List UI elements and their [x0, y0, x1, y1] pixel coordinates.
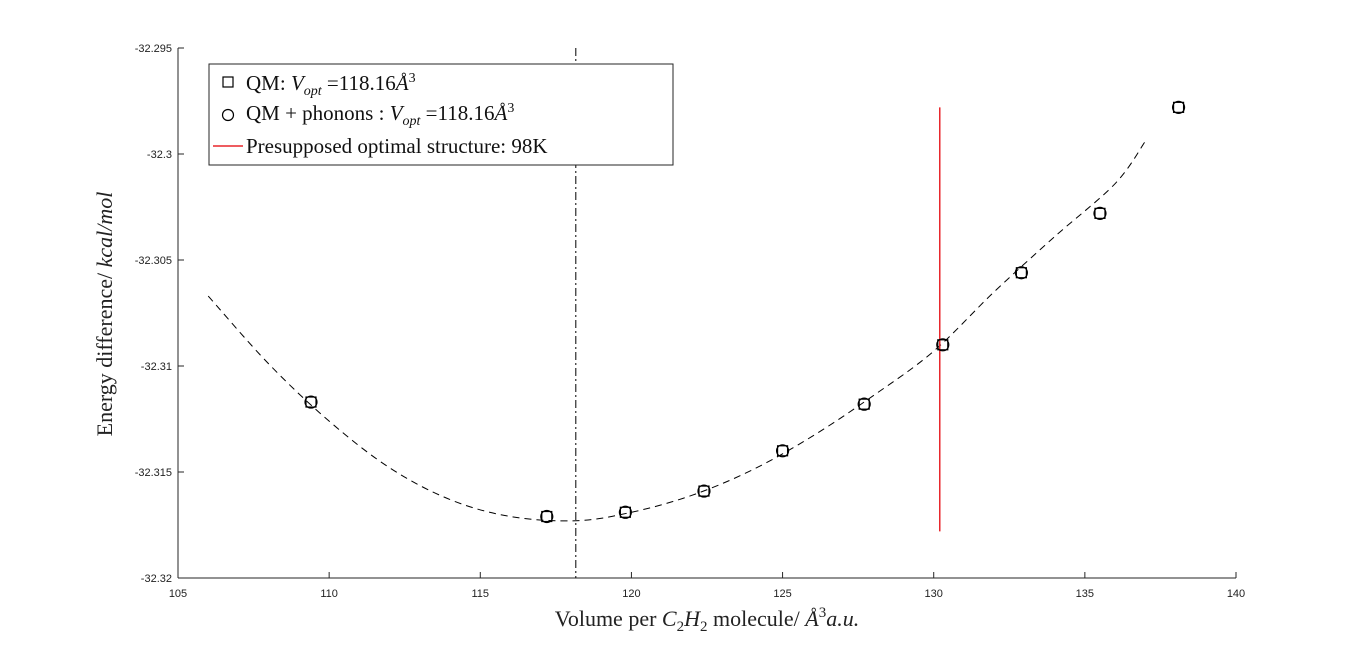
- x-tick-label: 110: [320, 588, 338, 600]
- x-tick-label: 140: [1227, 588, 1245, 600]
- y-tick-label: -32.295: [135, 43, 172, 55]
- x-tick-label: 120: [622, 588, 640, 600]
- y-ticks: -32.32 -32.315 -32.31 -32.305 -32.3 -32.295: [135, 43, 184, 585]
- x-axis-label: Volume per C2H2 molecule/ Å3a.u.: [555, 605, 859, 635]
- x-tick-label: 105: [169, 588, 187, 600]
- qm-point: [1172, 101, 1185, 113]
- x-tick-label: 115: [472, 588, 490, 600]
- qm-phonons-point: [618, 505, 632, 519]
- x-tick-label: 135: [1076, 588, 1094, 600]
- qm-phonons-point: [1093, 206, 1107, 220]
- qm-phonons-point: [304, 395, 318, 409]
- legend-entry-qm-phonons: QM + phonons : Vopt =118.16Å3: [221, 101, 514, 129]
- qm-phonons-point: [936, 338, 950, 352]
- qm-point: [698, 485, 710, 497]
- qm-point: [1094, 207, 1106, 219]
- legend-label-qm-phonons: QM + phonons : Vopt =118.16Å3: [246, 101, 514, 129]
- qm-point: [776, 445, 789, 457]
- legend-label-qm: QM: Vopt =118.16Å3: [246, 71, 416, 99]
- legend-label-presupposed: Presupposed optimal structure: 98K: [246, 134, 548, 158]
- qm-point: [541, 510, 553, 523]
- qm-point: [619, 506, 631, 518]
- legend-entry-qm: QM: Vopt =118.16Å3: [222, 71, 416, 99]
- square-marker-icon: [222, 76, 234, 88]
- qm-series: [305, 101, 1185, 523]
- legend: QM: Vopt =118.16Å3 QM + phonons : Vopt =…: [208, 63, 674, 166]
- y-tick-label: -32.3: [147, 149, 172, 161]
- x-ticks: 105 110 115 120 125 130 135 140: [169, 572, 1245, 600]
- qm-phonons-point: [857, 397, 871, 411]
- qm-phonons-point: [697, 484, 711, 498]
- x-tick-label: 125: [773, 588, 791, 600]
- qm-point: [858, 398, 870, 410]
- x-tick-label: 130: [925, 588, 943, 600]
- legend-box: [208, 63, 674, 166]
- qm-phonons-point: [1171, 100, 1186, 114]
- qm-point: [305, 396, 317, 408]
- circle-marker-icon: [221, 108, 235, 122]
- qm-phonons-point: [540, 509, 554, 524]
- y-tick-label: -32.315: [135, 467, 172, 479]
- legend-entry-presupposed: Presupposed optimal structure: 98K: [213, 134, 548, 158]
- axes: [177, 48, 1236, 579]
- y-axis-label: Energy difference/ kcal/mol: [92, 192, 117, 437]
- qm-point: [1015, 267, 1027, 279]
- qm-point: [937, 339, 949, 351]
- y-tick-label: -32.32: [141, 573, 172, 585]
- y-tick-label: -32.305: [135, 255, 172, 267]
- y-tick-label: -32.31: [141, 361, 172, 373]
- qm-phonons-series: [304, 100, 1186, 524]
- fit-curve: [207, 140, 1146, 522]
- qm-phonons-point: [775, 444, 790, 458]
- qm-phonons-point: [1014, 266, 1028, 280]
